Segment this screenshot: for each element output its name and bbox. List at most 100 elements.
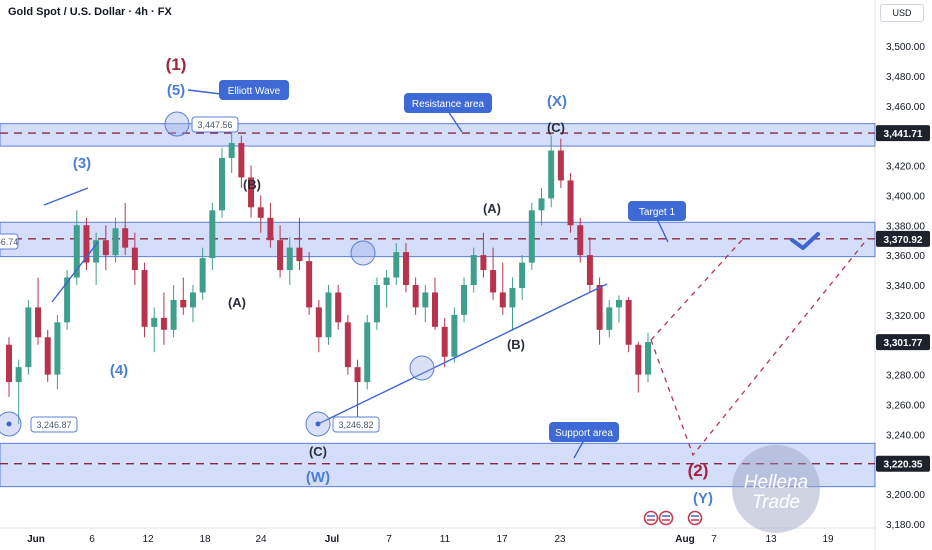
callout-support-area: Support area xyxy=(555,428,613,439)
x-tick-label: 7 xyxy=(711,534,717,545)
y-tick-label: 3,200.00 xyxy=(886,490,925,501)
callout-target-1-pointer xyxy=(656,218,669,243)
price-tag-label: 3,220.35 xyxy=(884,460,923,471)
watermark-badge xyxy=(732,445,820,533)
candle-body xyxy=(151,317,158,327)
candle-body xyxy=(509,287,516,308)
wave-label-b-left: (B) xyxy=(243,177,261,192)
candle-body xyxy=(5,344,13,383)
y-tick-label: 3,480.00 xyxy=(886,72,925,83)
wave3-upper-trendline xyxy=(43,187,89,206)
support-trendline xyxy=(317,283,608,425)
candle-body xyxy=(383,277,390,285)
support-zone xyxy=(0,442,876,488)
candle-body xyxy=(490,270,497,293)
x-tick-label: 6 xyxy=(89,534,95,545)
marker-dot xyxy=(315,421,321,427)
candle-body xyxy=(335,292,342,323)
candle-body xyxy=(35,307,42,338)
candle-body xyxy=(189,292,196,308)
event-flag-icon xyxy=(687,510,703,526)
currency-selector[interactable]: USD xyxy=(880,4,924,22)
wave-label-a-left: (A) xyxy=(228,295,246,310)
label-price-3246-left: 3,246.87 xyxy=(36,420,71,430)
callout-target-1: Target 1 xyxy=(639,207,676,218)
callout-elliott-wave-box xyxy=(219,80,289,100)
label-price-3246-right: 3,246.82 xyxy=(338,420,373,430)
callout-elliott-wave: Elliott Wave xyxy=(228,86,281,97)
candle-body xyxy=(644,342,652,375)
y-tick-label: 3,460.00 xyxy=(886,102,925,113)
candle-body xyxy=(267,217,274,241)
candle-body xyxy=(461,285,468,315)
candle-body xyxy=(102,240,109,256)
forecast-path-target xyxy=(650,239,743,341)
candle-body xyxy=(596,285,603,330)
candle-body xyxy=(170,299,177,330)
candle-body xyxy=(25,307,32,368)
candle-body xyxy=(44,337,51,375)
wave-label-4: (4) xyxy=(110,362,128,379)
candle-body xyxy=(412,285,419,308)
candle-body xyxy=(296,247,303,262)
candle-body xyxy=(64,277,71,323)
label-price-left-edge-box xyxy=(0,233,19,250)
candle-body xyxy=(306,261,313,308)
callout-support-area-pointer xyxy=(573,439,585,459)
marker-dot xyxy=(6,421,12,427)
candle-body xyxy=(131,247,138,271)
candle-body xyxy=(83,225,90,263)
price-tag-label: 3,301.77 xyxy=(884,338,923,349)
candle-body xyxy=(567,180,574,226)
y-tick-label: 3,340.00 xyxy=(886,281,925,292)
watermark-line1: Hellena xyxy=(744,472,808,493)
label-price-3447-box xyxy=(191,116,239,133)
candles-layer xyxy=(5,124,652,425)
candle-body xyxy=(209,210,216,259)
wave-label-1: (1) xyxy=(166,55,187,74)
candle-body xyxy=(586,255,593,285)
forecast-path-correction xyxy=(650,237,869,457)
price-tag-label: 3,441.71 xyxy=(884,129,923,140)
candle-body xyxy=(606,307,613,330)
candle-body xyxy=(364,322,371,383)
callout-resistance-area-box xyxy=(404,93,492,113)
candle-body xyxy=(499,292,506,308)
callout-support-area-box xyxy=(549,422,619,442)
label-price-3246-left-box xyxy=(30,416,78,433)
wave-label-c-high: (C) xyxy=(547,120,565,135)
candle-body xyxy=(528,210,535,263)
x-tick-label: 23 xyxy=(554,534,566,545)
wave-label-3: (3) xyxy=(73,155,91,172)
watermark-line2: Trade xyxy=(752,492,800,513)
price-tag-label: 3,370.92 xyxy=(884,235,923,246)
candle-body xyxy=(248,177,255,208)
callout-target-1-box xyxy=(628,201,686,221)
label-price-left-edge: 66.74 xyxy=(0,237,18,247)
candle-body xyxy=(238,143,245,178)
wave-label-b-right: (B) xyxy=(507,337,525,352)
x-tick-label: 7 xyxy=(386,534,392,545)
y-tick-label: 3,380.00 xyxy=(886,221,925,232)
label-price-3447: 3,447.56 xyxy=(197,120,232,130)
candle-body xyxy=(344,322,351,368)
candle-body xyxy=(257,207,264,218)
candle-body xyxy=(218,158,226,211)
candle-body xyxy=(615,299,622,308)
candle-body xyxy=(577,225,584,256)
candle-body xyxy=(538,198,545,211)
y-tick-label: 3,180.00 xyxy=(886,520,925,531)
event-flag-icon xyxy=(643,510,659,526)
x-tick-label: 19 xyxy=(822,534,834,545)
candle-body xyxy=(422,292,429,308)
candle-body xyxy=(93,240,100,263)
wave-label-5: (5) xyxy=(167,82,185,99)
y-tick-label: 3,280.00 xyxy=(886,371,925,382)
candle-body xyxy=(635,344,642,375)
y-tick-label: 3,360.00 xyxy=(886,251,925,262)
event-flag-icon xyxy=(658,510,674,526)
price-tag-box xyxy=(876,334,930,351)
y-tick-label: 3,400.00 xyxy=(886,191,925,202)
y-tick-label: 3,320.00 xyxy=(886,311,925,322)
price-tag-box xyxy=(876,125,930,142)
